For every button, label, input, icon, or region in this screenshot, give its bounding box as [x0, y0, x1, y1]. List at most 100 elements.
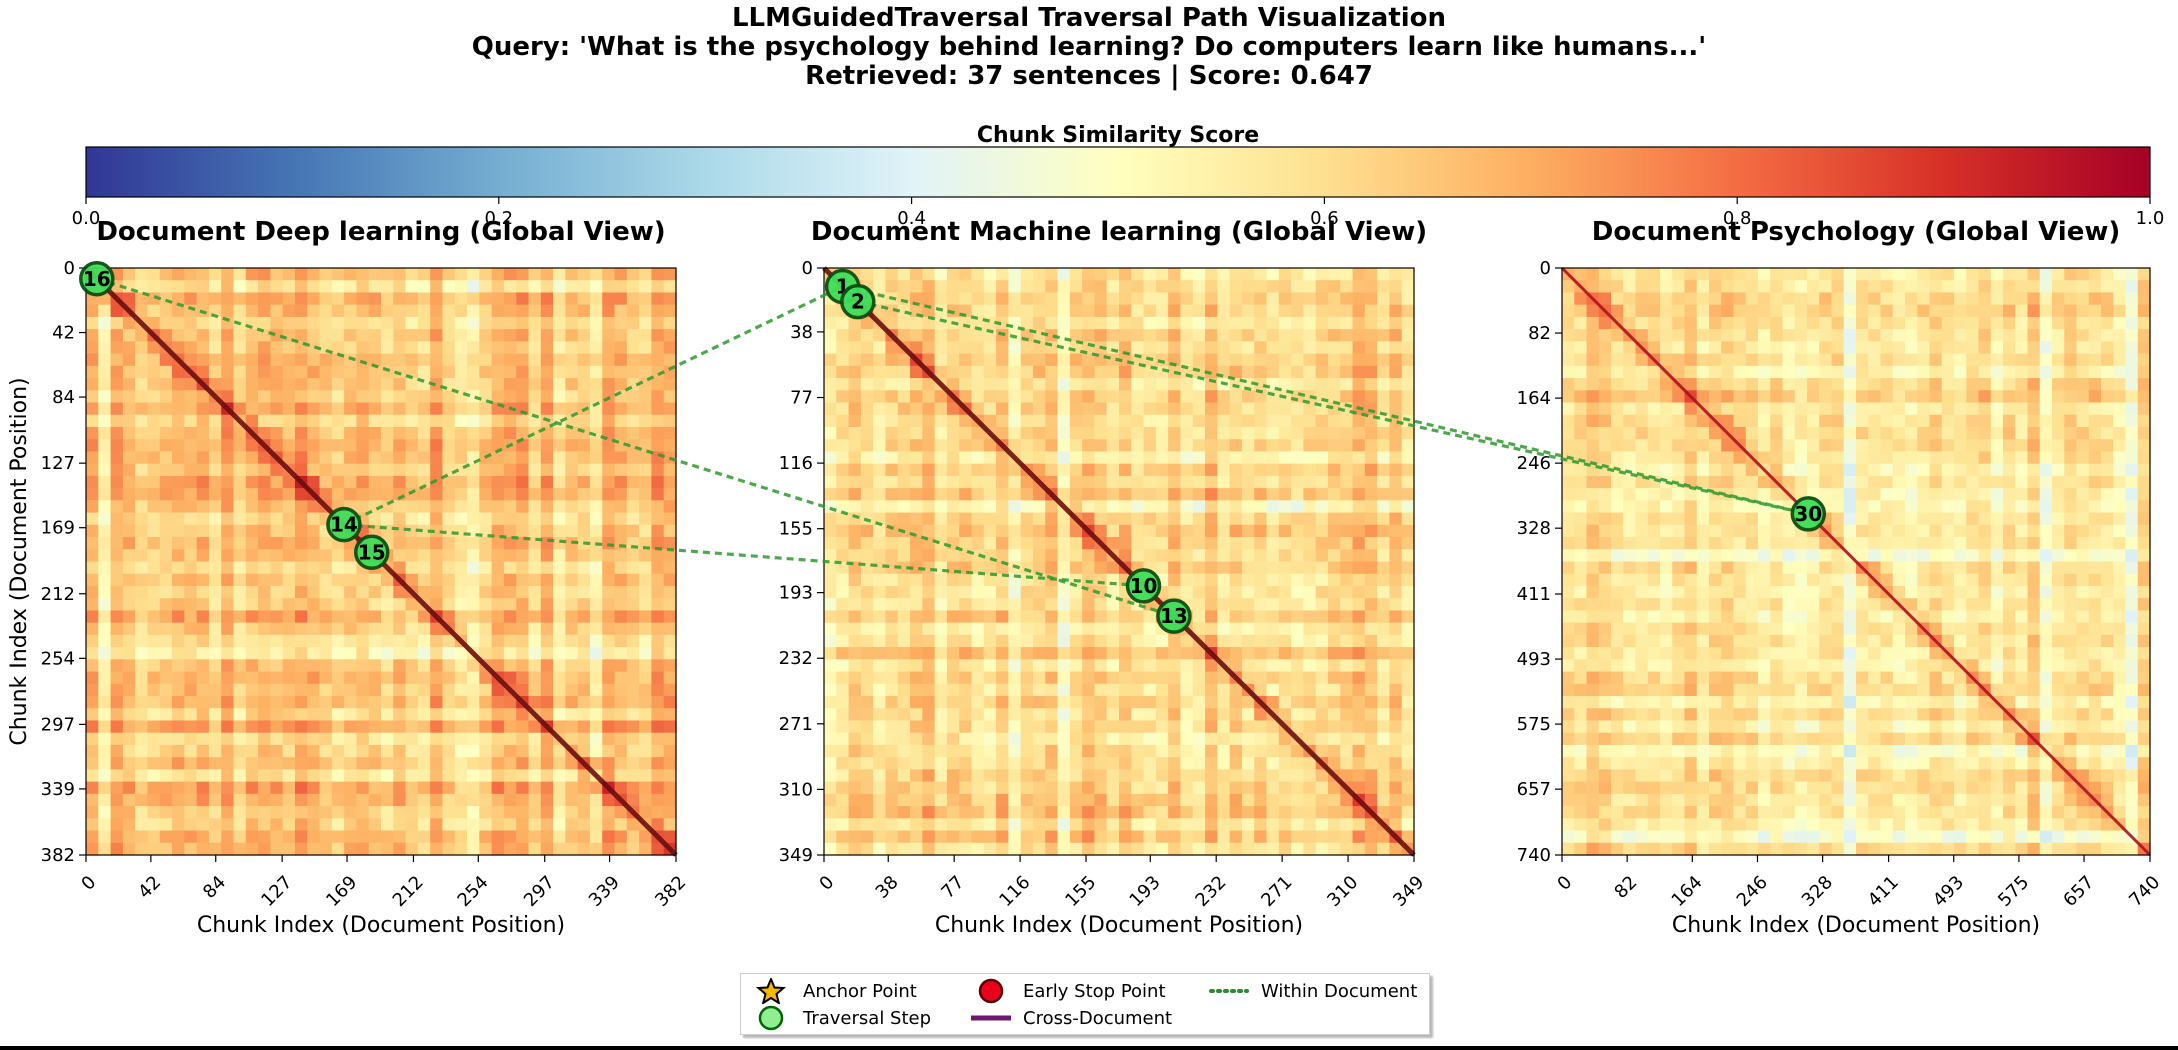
heatmap-cell	[1672, 292, 1686, 306]
panel-title: Document Machine learning (Global View)	[811, 217, 1427, 247]
heatmap-cell	[1131, 634, 1145, 648]
heatmap-cell	[393, 292, 407, 306]
heatmap-cell	[393, 353, 407, 367]
heatmap-cell	[651, 757, 665, 770]
heatmap-cell	[221, 622, 235, 636]
heatmap-cell	[996, 781, 1009, 795]
heatmap-cell	[196, 744, 210, 758]
heatmap-cell	[1082, 818, 1096, 832]
heatmap-cell	[1069, 463, 1083, 477]
heatmap-cell	[873, 475, 887, 489]
heatmap-cell	[344, 708, 358, 722]
heatmap-cell	[836, 830, 850, 844]
heatmap-cell	[996, 512, 1009, 526]
heatmap-cell	[1045, 280, 1059, 294]
heatmap-cell	[307, 463, 321, 477]
heatmap-cell	[110, 390, 124, 404]
heatmap-cell	[1241, 757, 1255, 770]
x-tick-label: 382	[651, 872, 690, 911]
heatmap-cell	[1254, 830, 1268, 844]
heatmap-cell	[946, 512, 960, 526]
heatmap-cell	[479, 634, 493, 648]
heatmap-cell	[1278, 830, 1292, 844]
heatmap-cell	[1905, 268, 1918, 281]
heatmap-cell	[1647, 280, 1661, 294]
heatmap-cell	[1278, 622, 1292, 636]
heatmap-cell	[184, 500, 198, 514]
heatmap-cell	[479, 414, 493, 428]
heatmap-cell	[1192, 757, 1206, 770]
heatmap-cell	[294, 524, 308, 538]
heatmap-cell	[860, 757, 874, 770]
heatmap-cell	[540, 463, 554, 477]
heatmap-cell	[897, 806, 911, 819]
heatmap-cell	[331, 732, 345, 746]
heatmap-cell	[381, 463, 394, 477]
heatmap-cell	[589, 647, 603, 660]
heatmap-cell	[147, 463, 161, 477]
heatmap-cell	[270, 842, 284, 856]
heatmap-cell	[1327, 622, 1341, 636]
heatmap-cell	[577, 732, 591, 746]
heatmap-cell	[430, 316, 444, 330]
heatmap-cell	[221, 475, 235, 489]
heatmap-cell	[282, 585, 296, 599]
heatmap-cell	[626, 414, 640, 428]
heatmap-cell	[1082, 683, 1096, 697]
heatmap-cell	[245, 304, 259, 318]
heatmap-cell	[1106, 292, 1120, 306]
heatmap-cell	[1192, 304, 1206, 318]
heatmap-cell	[282, 708, 296, 722]
heatmap-cell	[1807, 268, 1820, 281]
heatmap-cell	[626, 696, 640, 709]
heatmap-cell	[331, 329, 345, 342]
heatmap-cell	[1574, 329, 1588, 342]
heatmap-cell	[873, 463, 887, 477]
heatmap-cell	[540, 561, 554, 575]
heatmap-cell	[1721, 329, 1735, 342]
heatmap-cell	[503, 537, 517, 550]
heatmap-cell	[1266, 622, 1280, 636]
y-tick-label: 77	[790, 388, 813, 409]
heatmap-cell	[540, 659, 554, 673]
heatmap-cell	[491, 390, 505, 404]
heatmap-cell	[356, 610, 370, 624]
heatmap-cell	[1032, 842, 1046, 856]
heatmap-cell	[245, 402, 259, 416]
heatmap-cell	[1205, 451, 1218, 465]
heatmap-cell	[1045, 390, 1059, 404]
heatmap-cell	[1131, 463, 1145, 477]
heatmap-cell	[258, 659, 271, 673]
heatmap-cell	[651, 585, 665, 599]
heatmap-cell	[1045, 304, 1059, 318]
heatmap-cell	[1155, 414, 1169, 428]
heatmap-cell	[1192, 500, 1206, 514]
heatmap-cell	[467, 610, 480, 624]
heatmap-cell	[885, 451, 899, 465]
heatmap-cell	[910, 268, 923, 281]
heatmap-cell	[934, 793, 948, 807]
heatmap-cell	[393, 329, 407, 342]
heatmap-cell	[540, 744, 554, 758]
heatmap-cell	[196, 818, 210, 832]
heatmap-cell	[1389, 671, 1403, 685]
heatmap-cell	[639, 647, 653, 660]
heatmap-cell	[503, 463, 517, 477]
heatmap-cell	[147, 830, 161, 844]
heatmap-cell	[1807, 292, 1820, 306]
heatmap-cell	[1082, 561, 1096, 575]
heatmap-cell	[196, 537, 210, 550]
heatmap-cell	[405, 280, 419, 294]
heatmap-cell	[1315, 475, 1329, 489]
heatmap-cell	[2101, 268, 2114, 281]
heatmap-cell	[331, 720, 345, 734]
heatmap-cell	[663, 341, 677, 355]
heatmap-cell	[553, 524, 566, 538]
heatmap-cell	[1303, 488, 1317, 501]
colorbar-tick-label: 0.0	[72, 208, 101, 229]
heatmap-cell	[1352, 842, 1366, 856]
heatmap-cell	[1352, 426, 1366, 440]
heatmap-cell	[1106, 622, 1120, 636]
heatmap-cell	[2113, 292, 2127, 306]
heatmap-cell	[2101, 316, 2114, 330]
